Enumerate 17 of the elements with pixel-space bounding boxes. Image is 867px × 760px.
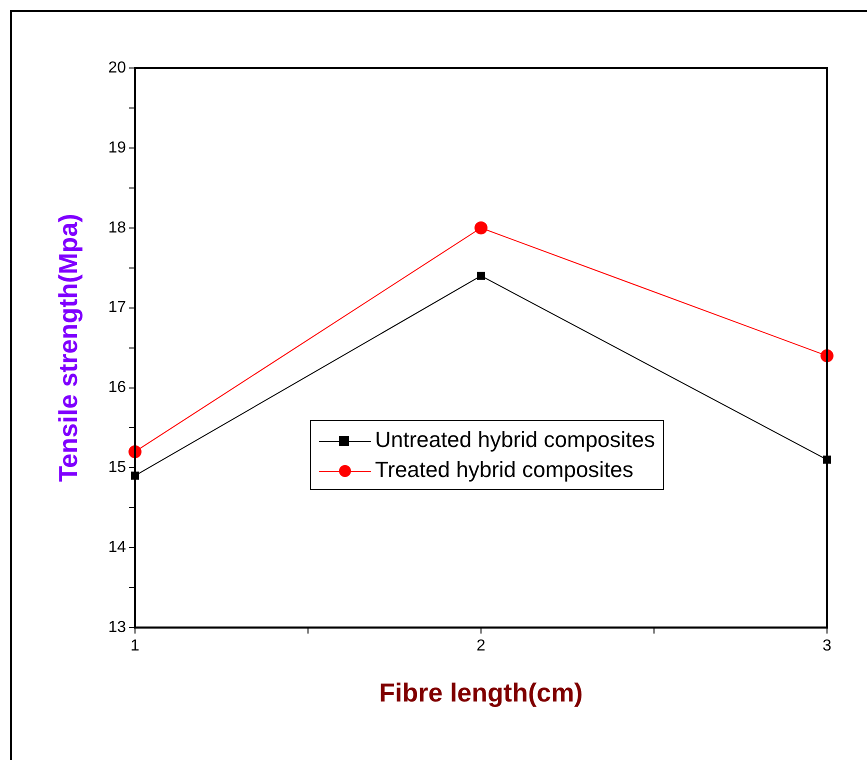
x-tick-label: 2 [476,638,486,655]
y-tick-label: 14 [108,539,126,556]
y-tick-label: 13 [108,619,126,636]
x-axis-title: Fibre length(cm) [379,678,583,708]
y-tick-label: 15 [108,459,126,476]
x-tick-label: 1 [130,638,140,655]
y-tick-label: 19 [108,139,126,156]
legend-label: Untreated hybrid composites [375,427,656,452]
y-tick-label: 20 [108,59,126,76]
point [476,272,486,280]
x-tick-label: 3 [822,638,832,655]
y-tick-label: 18 [108,219,126,236]
y-axis-title: Tensile strength(Mpa) [52,214,83,482]
y-tick-label: 16 [108,379,126,396]
y-tick-label: 17 [108,299,126,316]
point [474,221,488,234]
legend-label: Treated hybrid composites [375,457,634,482]
